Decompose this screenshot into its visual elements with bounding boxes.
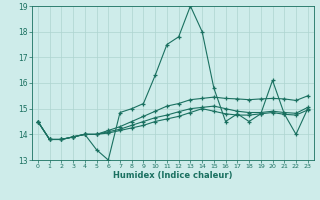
X-axis label: Humidex (Indice chaleur): Humidex (Indice chaleur): [113, 171, 233, 180]
